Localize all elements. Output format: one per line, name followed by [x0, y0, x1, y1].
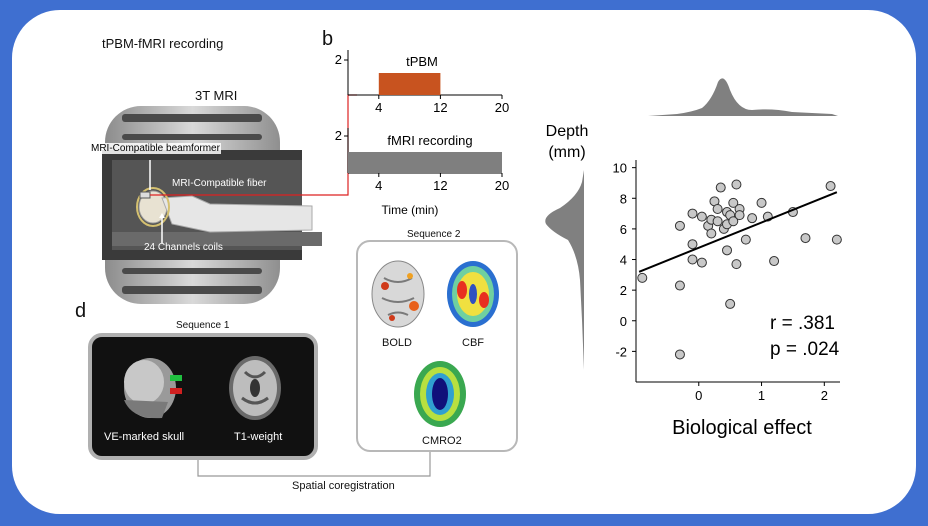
scatter-point — [831, 234, 842, 245]
x-tick-label: 1 — [758, 388, 765, 403]
scatter-point — [712, 216, 723, 227]
scatter-point — [728, 197, 739, 208]
scatter-point — [747, 213, 758, 224]
tpbm-title: tPBM — [406, 54, 438, 69]
scatter-point — [687, 254, 698, 265]
y-tick-label: 2 — [620, 283, 627, 298]
x-tick-label: 0 — [695, 388, 702, 403]
figure-card: tPBM-fMRI recording 3T MRI — [12, 10, 916, 514]
scanner-stripe — [122, 286, 262, 294]
sequence2-box — [356, 240, 518, 452]
p-annotation: p = .024 — [770, 339, 840, 360]
scatter-point — [731, 179, 742, 190]
scatter-point — [687, 239, 698, 250]
cbf-map — [447, 261, 499, 327]
scatter-point — [756, 197, 767, 208]
y-axis-label-line2: (mm) — [548, 144, 585, 161]
y-tick-label: 4 — [620, 253, 627, 268]
scatter-point — [722, 245, 733, 256]
scanner-stripe — [122, 268, 262, 274]
scatter-plot: -2 0 2 4 6 8 10 0 1 2 Depth (mm) Biological effec… — [545, 78, 842, 439]
scatter-point — [825, 181, 836, 192]
skull-image — [124, 358, 182, 419]
x-tick-label: 2 — [821, 388, 828, 403]
cmro2-map — [414, 361, 466, 427]
regression-line — [638, 191, 838, 273]
y-axis-label-line1: Depth — [546, 123, 589, 140]
coregistration-connector — [197, 452, 431, 477]
tpbm-x-tick: 4 — [375, 100, 382, 115]
head-coil — [136, 187, 170, 227]
bold-map — [371, 260, 425, 328]
fmri-y-tick: 2 — [335, 128, 342, 143]
tpbm-x-tick: 12 — [433, 100, 447, 115]
tpbm-y-tick: 2 — [335, 52, 342, 67]
tpbm-x-tick: 20 — [495, 100, 509, 115]
sequence2-title: Sequence 2 — [404, 229, 464, 240]
time-axis-label: Time (min) — [382, 203, 439, 217]
scatter-point — [674, 349, 685, 360]
scanner-stripe — [122, 114, 262, 122]
cbf-label: CBF — [462, 337, 484, 349]
scatter-point — [731, 259, 742, 270]
beamformer-label: MRI-Compatible beamformer — [90, 143, 221, 154]
y-tick-label: -2 — [615, 344, 627, 359]
scatter-point — [715, 182, 726, 193]
scatter-point — [696, 211, 707, 222]
t1-image — [229, 356, 281, 420]
scatter-point — [800, 233, 811, 244]
scatter-point — [674, 280, 685, 291]
scatter-point — [674, 220, 685, 231]
timeline-charts: 2 tPBM 4 12 20 2 fMRI recording 4 12 20 Time… — [335, 50, 509, 217]
fiber-label: MRI-Compatible fiber — [172, 178, 267, 189]
r-annotation: r = .381 — [770, 313, 835, 334]
fmri-on-bar — [348, 152, 502, 173]
panel-d-letter: d — [75, 300, 87, 322]
bold-label: BOLD — [382, 337, 412, 349]
scatter-point — [728, 216, 739, 227]
y-tick-label: 8 — [620, 191, 627, 206]
scatter-point — [637, 272, 648, 283]
y-tick-label: 0 — [620, 314, 627, 329]
scatter-point — [769, 256, 780, 267]
scatter-point — [740, 234, 751, 245]
y-tick-label: 6 — [620, 222, 627, 237]
patient-body — [161, 195, 313, 233]
fmri-title: fMRI recording — [387, 133, 472, 148]
sequence1-images — [124, 356, 431, 477]
t1-caption: T1-weight — [234, 431, 283, 443]
scanner-stripe — [122, 134, 262, 140]
x-marginal-density — [648, 78, 838, 116]
x-axis-label: Biological effect — [672, 417, 812, 439]
scatter-point — [712, 203, 723, 214]
patient-table — [112, 232, 322, 246]
coils-pointer-head — [159, 213, 165, 218]
coils-label: 24 Channels coils — [144, 242, 223, 253]
fmri-x-tick: 20 — [495, 178, 509, 193]
cmro2-label: CMRO2 — [422, 435, 462, 447]
sequence1-title: Sequence 1 — [176, 320, 230, 331]
coregistration-label: Spatial coregistration — [292, 480, 395, 492]
y-marginal-density — [545, 170, 584, 370]
scatter-point — [696, 257, 707, 268]
scatter-point — [706, 228, 717, 239]
fmri-x-tick: 4 — [375, 178, 382, 193]
panel-a-title: tPBM-fMRI recording — [102, 36, 224, 51]
scatter-point — [725, 298, 736, 309]
brain-maps — [371, 260, 499, 427]
scanner-label: 3T MRI — [195, 88, 238, 103]
scatter-point — [734, 210, 745, 221]
tpbm-on-bar — [378, 73, 441, 95]
scatter-point — [687, 208, 698, 219]
fmri-x-tick: 12 — [433, 178, 447, 193]
scanner-illustration — [102, 94, 357, 304]
y-tick-label: 10 — [613, 161, 627, 176]
skull-caption: VE-marked skull — [104, 431, 185, 443]
panel-b-letter: b — [322, 28, 334, 50]
